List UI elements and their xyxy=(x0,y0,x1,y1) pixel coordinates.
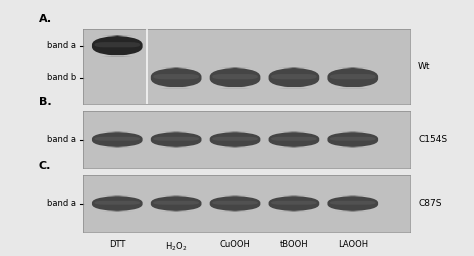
FancyBboxPatch shape xyxy=(92,196,143,211)
FancyBboxPatch shape xyxy=(212,137,258,141)
Text: band a: band a xyxy=(47,41,76,50)
FancyBboxPatch shape xyxy=(154,74,199,79)
Text: Wt: Wt xyxy=(418,62,431,71)
FancyBboxPatch shape xyxy=(92,35,143,56)
Text: H$_2$O$_2$: H$_2$O$_2$ xyxy=(165,240,187,253)
Text: C154S: C154S xyxy=(418,135,447,144)
Text: B.: B. xyxy=(39,97,51,107)
Text: band a: band a xyxy=(47,199,76,208)
FancyBboxPatch shape xyxy=(94,201,140,205)
FancyBboxPatch shape xyxy=(210,67,260,88)
FancyBboxPatch shape xyxy=(154,201,199,205)
FancyBboxPatch shape xyxy=(210,132,260,147)
FancyBboxPatch shape xyxy=(271,137,317,141)
Text: band b: band b xyxy=(47,73,76,82)
FancyBboxPatch shape xyxy=(154,137,199,141)
Text: C.: C. xyxy=(39,161,51,171)
FancyBboxPatch shape xyxy=(151,67,201,88)
FancyBboxPatch shape xyxy=(269,132,319,147)
FancyBboxPatch shape xyxy=(212,201,258,205)
Text: band a: band a xyxy=(47,135,76,144)
FancyBboxPatch shape xyxy=(212,74,258,79)
FancyBboxPatch shape xyxy=(328,132,378,147)
FancyBboxPatch shape xyxy=(330,74,375,79)
Text: LAOOH: LAOOH xyxy=(337,240,368,249)
Text: C87S: C87S xyxy=(418,199,442,208)
Text: DTT: DTT xyxy=(109,240,126,249)
Text: tBOOH: tBOOH xyxy=(280,240,308,249)
FancyBboxPatch shape xyxy=(94,137,140,141)
FancyBboxPatch shape xyxy=(330,137,375,141)
FancyBboxPatch shape xyxy=(330,201,375,205)
FancyBboxPatch shape xyxy=(151,132,201,147)
FancyBboxPatch shape xyxy=(269,67,319,88)
FancyBboxPatch shape xyxy=(271,201,317,205)
Text: A.: A. xyxy=(39,14,52,24)
Text: CuOOH: CuOOH xyxy=(219,240,250,249)
FancyBboxPatch shape xyxy=(94,42,140,47)
FancyBboxPatch shape xyxy=(271,74,317,79)
FancyBboxPatch shape xyxy=(210,196,260,211)
FancyBboxPatch shape xyxy=(269,196,319,211)
FancyBboxPatch shape xyxy=(328,67,378,88)
FancyBboxPatch shape xyxy=(328,196,378,211)
FancyBboxPatch shape xyxy=(92,132,143,147)
FancyBboxPatch shape xyxy=(151,196,201,211)
